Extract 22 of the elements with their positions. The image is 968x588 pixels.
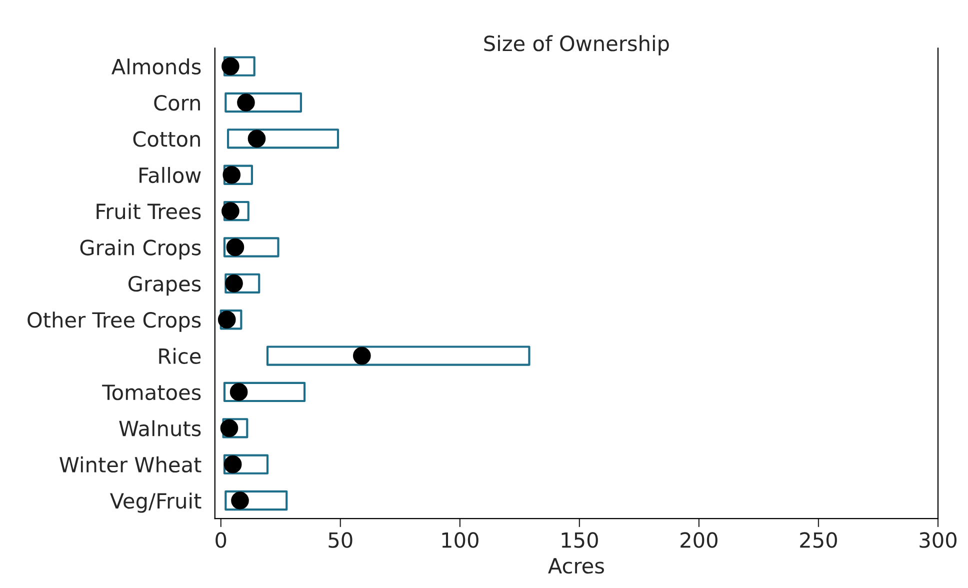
y-tick-label: Winter Wheat — [60, 456, 202, 473]
x-tick-label: 300 — [920, 532, 956, 548]
x-tick-label: 0 — [216, 532, 226, 548]
chart-title: Size of Ownership — [484, 35, 669, 56]
x-tick-label: 100 — [442, 532, 478, 548]
x-tick-label: 200 — [680, 532, 718, 548]
y-tick-label: Fallow — [140, 166, 201, 184]
y-tick-label: Cotton — [133, 131, 200, 147]
x-tick-label: 50 — [328, 532, 352, 548]
y-tick-label: Grapes — [128, 276, 201, 296]
y-tick-label: Other Tree Crops — [28, 312, 201, 332]
x-tick-label: 250 — [800, 532, 837, 548]
y-tick-label: Grain Crops — [80, 239, 201, 260]
y-tick-label: Fruit Trees — [96, 203, 201, 220]
x-tick-label: 150 — [562, 532, 598, 548]
y-tick-label: Almonds — [112, 58, 201, 75]
y-tick-label: Corn — [154, 94, 200, 111]
y-tick-label: Rice — [159, 348, 201, 364]
y-tick-label: Walnuts — [119, 420, 201, 436]
y-tick-label: Veg/Fruit — [110, 492, 202, 513]
y-tick-label: Tomatoes — [102, 384, 201, 400]
x-axis-title: Acres — [548, 558, 604, 574]
